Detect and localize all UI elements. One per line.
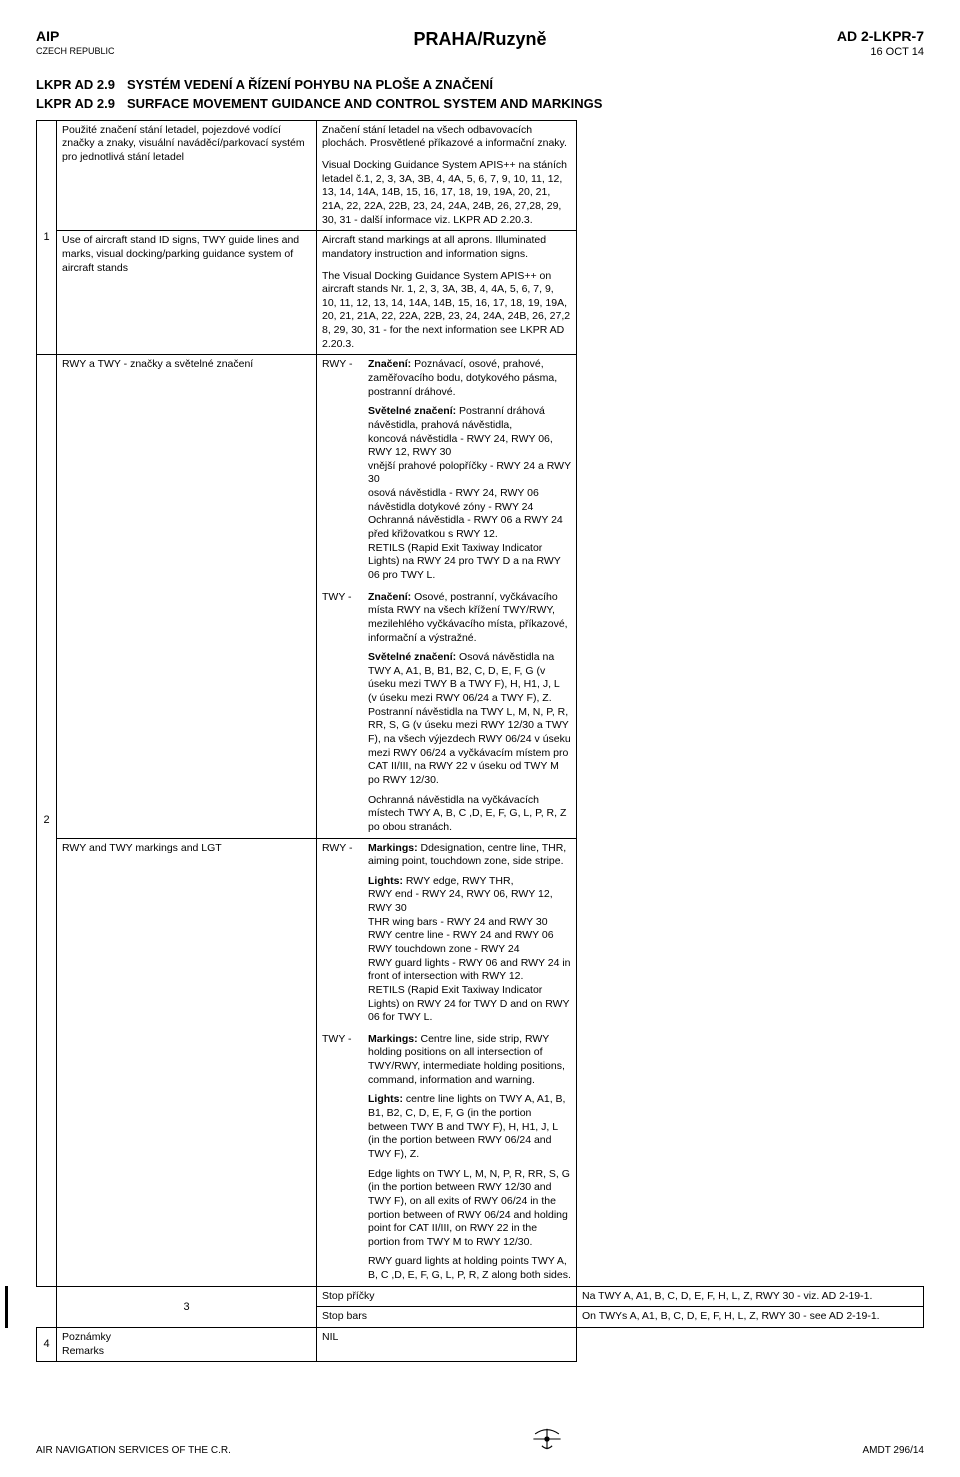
row3-value-en: On TWYs A, A1, B, C, D, E, F, H, L, Z, R… [577, 1307, 924, 1328]
row1-en-p1: Aircraft stand markings at all aprons. I… [322, 234, 571, 261]
row1-label-en: Use of aircraft stand ID signs, TWY guid… [57, 231, 317, 355]
footer-left: AIR NAVIGATION SERVICES OF THE C.R. [36, 1445, 231, 1458]
row4-label: Poznámky Remarks [57, 1328, 317, 1362]
row2-value-cz: RWY - Značení: Poznávací, osové, prahové… [317, 355, 577, 838]
row4-value: NIL [317, 1328, 577, 1362]
row4-num: 4 [37, 1328, 57, 1362]
row2-en-rwy-prefix: RWY - [322, 842, 368, 1025]
hdr-page-id: AD 2-LKPR-7 [734, 28, 924, 46]
row1-cz-p1: Značení stání letadel na všech odbavovac… [322, 124, 571, 151]
hdr-aip: AIP [36, 28, 226, 46]
page-container: AIP CZECH REPUBLIC PRAHA/Ruzyně AD 2-LKP… [0, 0, 960, 1477]
row2-label-en: RWY and TWY markings and LGT [57, 838, 317, 1286]
table-row: 2 RWY a TWY - značky a světelné značení … [37, 355, 924, 838]
table-row: 1 Použité značení stání letadel, pojezdo… [37, 120, 924, 230]
row2-cz-twy: TWY - Značení: Osové, postranní, vyčkáva… [322, 591, 571, 835]
row1-value-en: Aircraft stand markings at all aprons. I… [317, 231, 577, 355]
table-row: 4 Poznámky Remarks NIL [37, 1328, 924, 1362]
main-table: 1 Použité značení stání letadel, pojezdo… [36, 120, 924, 1363]
row1-label-cz: Použité značení stání letadel, pojezdové… [57, 120, 317, 230]
table-row: Use of aircraft stand ID signs, TWY guid… [37, 231, 924, 355]
row2-en-twy: TWY - Markings: Centre line, side strip,… [322, 1033, 571, 1283]
row2-num: 2 [37, 355, 57, 1286]
header-left: AIP CZECH REPUBLIC [36, 28, 226, 57]
page-footer: AIR NAVIGATION SERVICES OF THE C.R. AMDT… [36, 1425, 924, 1458]
row2-cz-rwy: RWY - Značení: Poznávací, osové, prahové… [322, 358, 571, 582]
header-right: AD 2-LKPR-7 16 OCT 14 [734, 28, 924, 59]
page-header: AIP CZECH REPUBLIC PRAHA/Ruzyně AD 2-LKP… [36, 28, 924, 59]
table-row: 3 Stop příčky Na TWY A, A1, B, C, D, E, … [37, 1286, 924, 1307]
row2-label-cz: RWY a TWY - značky a světelné značení [57, 355, 317, 838]
section-heading: LKPR AD 2.9 SYSTÉM VEDENÍ A ŘÍZENÍ POHYB… [36, 77, 924, 112]
section-title-en: SURFACE MOVEMENT GUIDANCE AND CONTROL SY… [127, 96, 602, 112]
row3-label-en: Stop bars [317, 1307, 577, 1328]
row1-en-p2: The Visual Docking Guidance System APIS+… [322, 270, 571, 352]
row2-cz-twy-prefix: TWY - [322, 591, 368, 835]
row3-value-cz: Na TWY A, A1, B, C, D, E, F, H, L, Z, RW… [577, 1286, 924, 1307]
table-row: RWY and TWY markings and LGT RWY - Marki… [37, 838, 924, 1286]
row2-value-en: RWY - Markings: Ddesignation, centre lin… [317, 838, 577, 1286]
section-code-cz: LKPR AD 2.9 [36, 77, 115, 93]
row3-label-cz: Stop příčky [317, 1286, 577, 1307]
row3-num: 3 [57, 1286, 317, 1327]
section-code-en: LKPR AD 2.9 [36, 96, 115, 112]
row2-en-twy-prefix: TWY - [322, 1033, 368, 1283]
hdr-date: 16 OCT 14 [734, 46, 924, 60]
footer-center-logo [231, 1425, 863, 1458]
hdr-country: CZECH REPUBLIC [36, 46, 226, 57]
section-title-cz: SYSTÉM VEDENÍ A ŘÍZENÍ POHYBU NA PLOŠE A… [127, 77, 493, 93]
footer-right: AMDT 296/14 [862, 1445, 924, 1458]
row2-cz-rwy-prefix: RWY - [322, 358, 368, 582]
ans-logo-icon [530, 1425, 564, 1453]
row2-en-rwy: RWY - Markings: Ddesignation, centre lin… [322, 842, 571, 1025]
row1-cz-p2: Visual Docking Guidance System APIS++ na… [322, 159, 571, 227]
row1-value-cz: Značení stání letadel na všech odbavovac… [317, 120, 577, 230]
row1-num: 1 [37, 120, 57, 355]
header-center: PRAHA/Ruzyně [226, 28, 734, 51]
